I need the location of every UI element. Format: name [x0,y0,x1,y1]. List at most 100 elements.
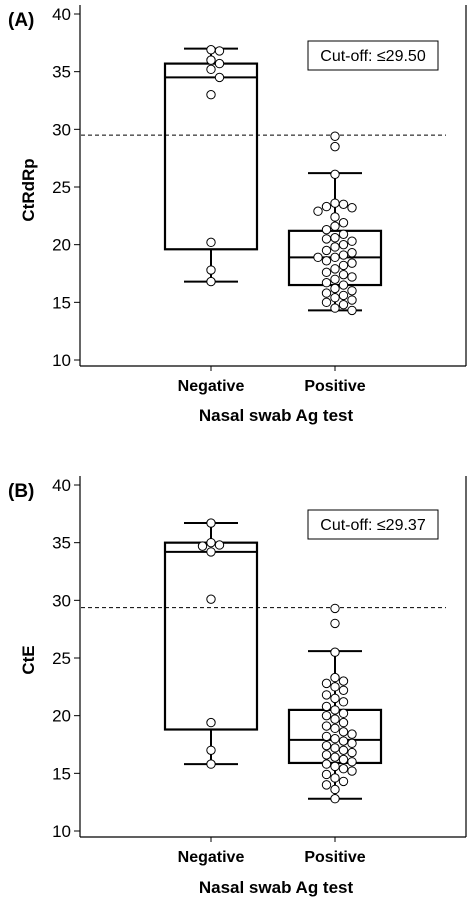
x-categories: Negative Positive [178,378,366,395]
boxes [163,47,383,312]
category-label-negative: Negative [178,378,245,395]
data-point-positive [330,723,340,734]
box-negative [163,541,259,731]
data-point-positive [330,672,340,683]
x-axis-title: Nasal swab Ag test [199,406,354,425]
data-point-positive [313,252,323,263]
data-point-positive [338,776,349,787]
data-point-negative [206,265,216,275]
y-tick-label-15: 15 [52,293,71,312]
data-point-positive [330,293,340,303]
data-point-positive [338,269,349,280]
data-point-positive [347,236,357,246]
data-point-positive [347,295,357,305]
data-point-negative [206,547,216,557]
data-point-negative [214,72,225,83]
data-point-positive [330,761,340,772]
data-point-positive [338,685,349,695]
x-categories: Negative Positive [178,849,366,866]
data-point-positive [321,201,332,212]
data-point-positive [321,750,332,760]
data-point-positive [330,274,340,284]
data-point-positive [330,252,340,263]
data-point-positive [338,764,349,774]
data-point-positive [321,701,332,712]
data-point-negative [206,759,216,769]
data-point-positive [338,708,349,719]
data-points [197,518,357,804]
data-point-positive [338,736,349,746]
data-point-positive [321,731,332,742]
cutoff-legend-box: Cut-off: ≤29.50 [307,40,439,71]
y-tick-label-10: 10 [52,822,71,841]
data-point-positive [330,647,340,657]
data-point-positive [330,682,340,692]
data-point-negative [206,64,216,75]
data-point-positive [347,305,357,316]
y-ticks: 10 15 20 25 30 35 40 [52,5,80,370]
data-point-positive [321,769,332,780]
data-point-positive [330,264,340,274]
data-point-positive [330,714,340,724]
cutoff-legend-label: Cut-off: ≤29.50 [320,48,426,65]
data-point-positive [347,272,357,282]
data-point-positive [321,678,332,689]
data-point-positive [347,766,357,776]
data-point-negative [206,90,216,100]
data-point-positive [330,794,340,804]
data-point-positive [347,738,357,749]
panel-b: (B) 10 15 20 25 30 35 40 Negative Positive Nas… [8,476,467,897]
boxes [163,522,383,800]
data-point-negative [206,45,216,55]
data-point-positive [321,721,332,731]
data-point-positive [330,242,340,252]
plot-frame [79,476,467,842]
data-point-positive [321,690,332,700]
y-tick-label-20: 20 [52,236,71,255]
panel-label: (B) [8,481,34,502]
y-tick-label-30: 30 [52,120,71,139]
data-point-positive [321,710,332,721]
cutoff-legend-box: Cut-off: ≤29.37 [307,509,439,540]
data-point-positive [330,734,340,744]
data-point-positive [321,256,332,266]
data-points [206,45,357,316]
data-point-positive [330,169,340,180]
data-point-positive [321,740,332,751]
data-point-positive [338,250,349,260]
data-point-positive [338,199,349,210]
data-point-positive [330,221,340,231]
data-point-positive [321,234,332,244]
data-point-positive [321,288,332,298]
data-point-positive [330,618,340,629]
data-point-positive [338,229,349,239]
data-point-positive [330,131,340,141]
data-point-negative [206,717,216,728]
data-point-positive [338,745,349,755]
cutoff-legend-frame [307,509,439,540]
data-point-negative [206,745,216,755]
data-point-positive [347,286,357,296]
category-label-positive: Positive [304,849,365,866]
data-point-negative [214,46,225,56]
category-label-negative: Negative [178,849,245,866]
panel-label: (A) [8,10,34,31]
y-tick-label-35: 35 [52,63,71,82]
y-axis-title: CtRdRp [19,158,38,221]
data-point-positive [338,299,349,310]
data-point-positive [347,203,357,213]
data-point-positive [330,773,340,783]
data-point-positive [330,233,340,243]
data-point-positive [338,754,349,765]
data-point-positive [338,727,349,737]
data-point-positive [338,280,349,290]
y-tick-label-40: 40 [52,5,71,24]
data-point-positive [330,705,340,715]
category-label-positive: Positive [304,378,365,395]
data-point-positive [330,283,340,294]
data-point-positive [321,278,332,288]
y-tick-label-35: 35 [52,534,71,553]
data-point-negative [214,540,225,550]
plot-frame [79,5,467,371]
